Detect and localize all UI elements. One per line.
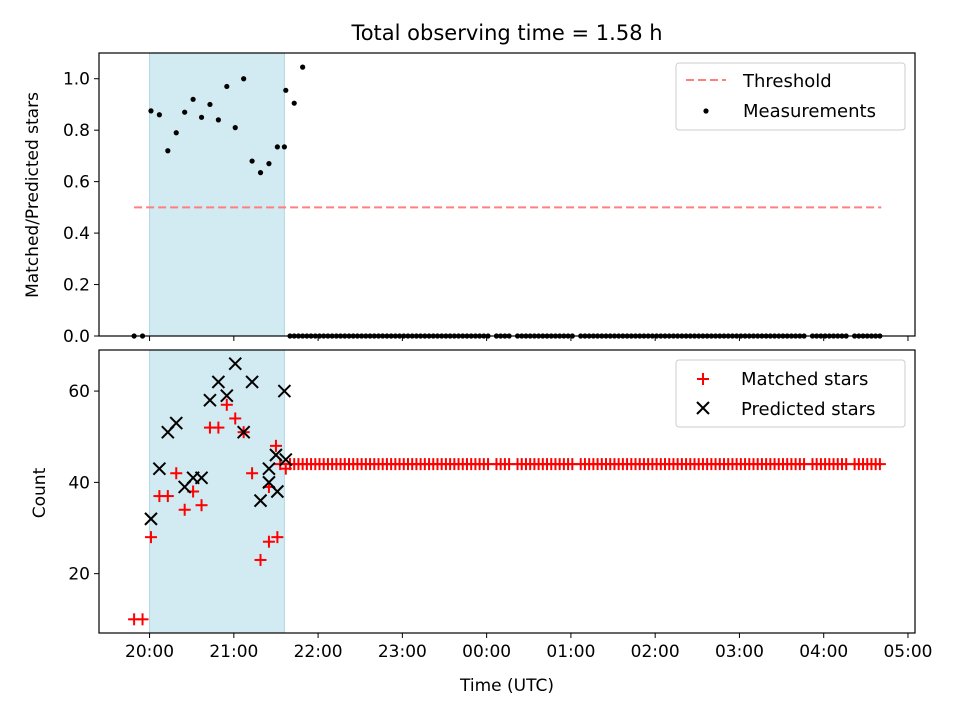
measurement-point	[283, 87, 289, 93]
matched-point	[195, 499, 208, 512]
matched-point	[161, 490, 174, 503]
measurement-point	[156, 112, 162, 118]
x-tick-label: 00:00	[462, 642, 511, 662]
y-tick-label: 0.6	[63, 173, 90, 193]
legend-threshold-label: Threshold	[742, 71, 832, 92]
measurement-point	[249, 158, 255, 164]
predicted-point	[277, 384, 292, 398]
x-tick-label: 01:00	[546, 642, 595, 662]
top-shaded-interval	[149, 52, 285, 337]
x-tick-label: 03:00	[715, 642, 764, 662]
measurement-point	[274, 144, 280, 150]
measurement-point	[300, 64, 306, 70]
predicted-point	[194, 471, 209, 485]
measurement-point	[241, 76, 247, 82]
predicted-point	[220, 388, 234, 403]
predicted-point	[228, 356, 242, 371]
predicted-point	[211, 375, 226, 389]
legend-predicted-label: Predicted stars	[741, 399, 875, 420]
measurement-point	[215, 117, 221, 123]
predicted-point	[169, 416, 183, 430]
measurement-point	[182, 109, 188, 115]
predicted-point	[253, 493, 268, 508]
measurement-point	[291, 100, 297, 106]
matched-point	[170, 467, 183, 480]
x-tick-label: 04:00	[799, 642, 848, 662]
x-tick-label: 21:00	[209, 642, 258, 662]
measurement-point	[190, 96, 196, 102]
bottom-axes-frame	[98, 349, 916, 634]
measurement-point	[207, 101, 213, 108]
top-y-ticks: 0.0 0.2 0.4 0.6 0.8 1.0	[63, 70, 99, 347]
matched-point	[220, 398, 233, 411]
bottom-y-ticks: 20 40 60	[68, 382, 99, 585]
x-tick-label: 22:00	[294, 642, 343, 662]
x-tick-label: 05:00	[883, 642, 932, 662]
predicted-point	[144, 512, 158, 526]
legend-matched-label: Matched stars	[741, 369, 868, 390]
legend-predicted-swatch	[696, 401, 710, 415]
predicted-point	[279, 452, 293, 467]
y-tick-label: 0.0	[63, 327, 90, 347]
matched-point	[873, 458, 886, 471]
y-tick-label: 0.8	[63, 121, 90, 141]
matched-point	[254, 553, 267, 566]
bottom-x-ticks: 20:00 21:00 22:00 23:00 00:00 01:00 02:00 03:00…	[125, 633, 932, 662]
bottom-shaded-interval	[149, 349, 285, 634]
predicted-point	[245, 375, 259, 389]
measurement-point	[266, 161, 272, 167]
measurement-point	[165, 148, 171, 154]
x-tick-label: 02:00	[631, 642, 680, 662]
top-x-ticks	[149, 336, 909, 341]
matched-point	[262, 535, 275, 548]
measurement-point	[232, 125, 238, 131]
y-tick-label: 40	[68, 473, 90, 493]
shaded-region	[149, 52, 285, 337]
matched-point	[246, 467, 259, 480]
matched-point	[229, 412, 242, 425]
bottom-panel: 20 40 60 20:00 21:00 22:00 23:00 00:00 01:00 02:…	[30, 349, 932, 696]
x-tick-label: 20:00	[125, 642, 174, 662]
legend-matched-swatch	[697, 373, 709, 385]
bottom-legend: Matched stars Predicted stars	[675, 359, 906, 428]
chart-title: Total observing time = 1.58 h	[350, 21, 662, 45]
top-y-axis-label: Matched/Predicted stars	[23, 92, 43, 298]
legend-measurements-swatch	[703, 108, 709, 114]
predicted-point	[152, 461, 167, 476]
measurement-point	[224, 83, 230, 90]
y-tick-label: 0.2	[63, 276, 90, 296]
predicted-point	[270, 484, 285, 499]
bottom-marks	[128, 356, 886, 626]
measurement-point	[281, 144, 287, 150]
top-legend: Threshold Measurements	[675, 62, 906, 131]
y-tick-label: 60	[68, 382, 90, 402]
x-tick-label: 23:00	[378, 642, 427, 662]
y-tick-label: 0.4	[63, 224, 90, 244]
predicted-point	[269, 448, 283, 462]
y-tick-label: 20	[68, 565, 90, 585]
matched-point	[136, 613, 149, 626]
matched-point	[269, 439, 282, 452]
bottom-y-axis-label: Count	[30, 467, 50, 518]
predicted-point	[236, 425, 251, 439]
top-axes-frame	[98, 52, 916, 337]
predicted-point	[262, 461, 276, 476]
matched-point	[178, 503, 191, 516]
y-tick-label: 1.0	[63, 70, 90, 90]
measurement-point	[148, 108, 154, 114]
matched-point	[271, 531, 284, 544]
predicted-point	[203, 393, 217, 407]
legend-measurements-label: Measurements	[743, 101, 876, 122]
shaded-region	[149, 349, 285, 634]
measurement-point	[173, 130, 179, 136]
measurement-point	[257, 170, 264, 176]
x-axis-label: Time (UTC)	[459, 676, 554, 696]
top-panel: 0.0 0.2 0.4 0.6 0.8 1.0 Matched/Predicted sta…	[23, 52, 916, 347]
matched-point	[144, 531, 157, 544]
measurement-point	[198, 114, 205, 120]
matched-point	[212, 421, 225, 434]
